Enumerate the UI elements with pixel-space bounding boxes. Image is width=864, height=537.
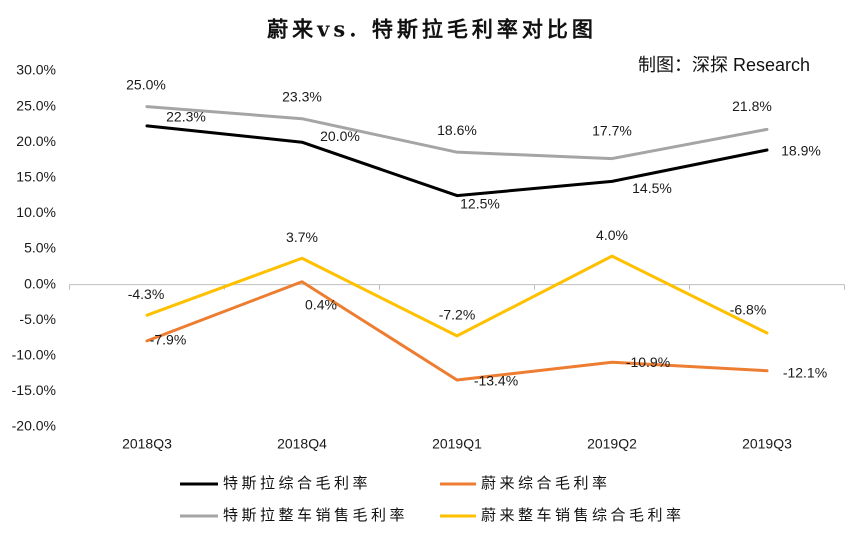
legend-item-tesla-overall: 特斯拉综合毛利率 (180, 474, 371, 492)
legend-label-tesla-vehicle: 特斯拉整车销售毛利率 (223, 506, 408, 524)
data-label-nio-overall: 0.4% (305, 296, 337, 312)
y-tick-label: -5.0% (19, 311, 56, 327)
data-label-tesla-vehicle: 21.8% (732, 98, 772, 114)
data-label-tesla-overall: 22.3% (166, 109, 206, 125)
chart-credit: 制图：深探 Research (638, 55, 810, 75)
legend-item-tesla-vehicle: 特斯拉整车销售毛利率 (180, 506, 408, 524)
y-tick-label: 0.0% (24, 275, 56, 291)
series-lines (145, 105, 769, 382)
data-label-tesla-vehicle: 17.7% (592, 122, 632, 138)
data-label-tesla-overall: 14.5% (632, 180, 672, 196)
data-label-nio-overall: -12.1% (783, 364, 827, 380)
data-label-nio-overall: -10.9% (626, 354, 670, 370)
x-axis-category-labels: 2018Q3 2018Q4 2019Q1 2019Q2 2019Q3 (122, 436, 792, 452)
y-tick-label: 25.0% (16, 97, 56, 113)
y-tick-label: 15.0% (16, 169, 56, 185)
y-tick-label: -15.0% (12, 382, 56, 398)
data-label-tesla-overall: 20.0% (320, 128, 360, 144)
legend-item-nio-vehicle: 蔚来整车销售综合毛利率 (440, 506, 685, 524)
y-tick-label: 30.0% (16, 62, 56, 78)
y-tick-label: -10.0% (12, 347, 56, 363)
x-category-label: 2019Q3 (742, 436, 792, 452)
y-tick-label: 10.0% (16, 204, 56, 220)
x-category-label: 2018Q4 (277, 436, 327, 452)
legend-item-nio-overall: 蔚来综合毛利率 (440, 474, 611, 492)
data-labels: 22.3% 20.0% 12.5% 14.5% 18.9% -7.9% 0.4% -13.4%… (126, 76, 827, 388)
y-tick-label: -20.0% (12, 418, 56, 434)
legend: 特斯拉综合毛利率 蔚来综合毛利率 特斯拉整车销售毛利率 蔚来整车销售综合毛利率 (180, 474, 685, 524)
x-category-label: 2018Q3 (122, 436, 172, 452)
data-label-tesla-vehicle: 18.6% (437, 122, 477, 138)
x-axis (69, 284, 845, 290)
data-label-tesla-overall: 18.9% (781, 143, 821, 159)
data-label-tesla-vehicle: 25.0% (126, 76, 166, 92)
series-line-nio-overall (145, 280, 769, 382)
y-tick-label: 5.0% (24, 240, 56, 256)
data-label-nio-overall: -13.4% (474, 373, 518, 389)
series-line-nio-vehicle (145, 254, 769, 338)
legend-label-nio-overall: 蔚来综合毛利率 (481, 474, 611, 492)
data-label-tesla-overall: 12.5% (460, 195, 500, 211)
y-tick-label: 20.0% (16, 133, 56, 149)
legend-label-tesla-overall: 特斯拉综合毛利率 (223, 474, 371, 492)
data-label-nio-vehicle: -6.8% (730, 302, 767, 318)
data-label-nio-vehicle: 4.0% (596, 227, 628, 243)
data-label-nio-vehicle: -4.3% (128, 286, 165, 302)
data-label-nio-vehicle: -7.2% (439, 307, 476, 323)
data-label-nio-overall: -7.9% (150, 332, 187, 348)
chart-title: 蔚来vs. 特斯拉毛利率对比图 (267, 17, 597, 42)
legend-label-nio-vehicle: 蔚来整车销售综合毛利率 (481, 506, 685, 524)
series-line-tesla-vehicle (145, 105, 769, 161)
series-line-tesla-overall (145, 124, 769, 198)
data-label-tesla-vehicle: 23.3% (282, 88, 322, 104)
x-category-label: 2019Q2 (587, 436, 637, 452)
data-label-nio-vehicle: 3.7% (286, 229, 318, 245)
x-category-label: 2019Q1 (432, 436, 482, 452)
y-axis-tick-labels: 30.0% 25.0% 20.0% 15.0% 10.0% 5.0% 0.0% -5.0% -1… (12, 62, 56, 434)
